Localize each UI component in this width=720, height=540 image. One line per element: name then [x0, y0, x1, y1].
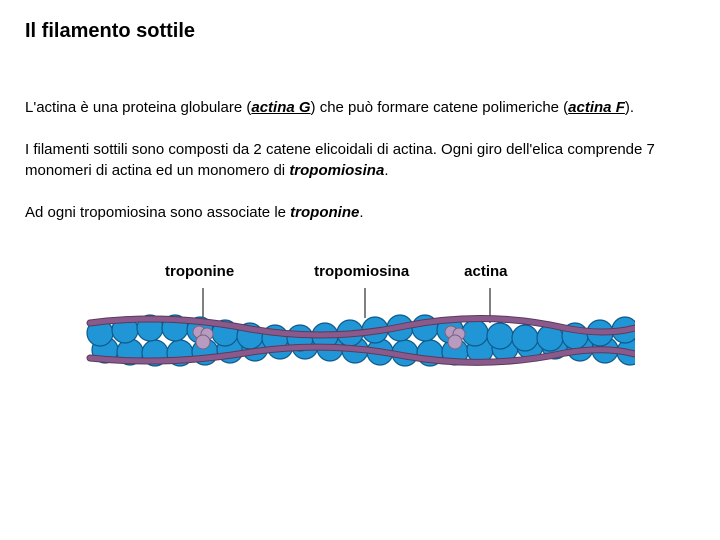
filament-svg	[85, 288, 635, 378]
p2-suffix: .	[384, 162, 388, 179]
label-actina: actina	[464, 263, 507, 280]
paragraph-2: I filamenti sottili sono composti da 2 c…	[25, 140, 695, 181]
p3-suffix: .	[359, 204, 363, 221]
p1-mid: ) che può formare catene polimeriche (	[311, 99, 569, 116]
label-tropomiosina: tropomiosina	[314, 263, 409, 280]
page-title: Il filamento sottile	[25, 20, 695, 43]
diagram-labels-row: troponine tropomiosina actina	[25, 263, 695, 280]
label-troponine: troponine	[165, 263, 234, 280]
p1-suffix: ).	[625, 99, 634, 116]
p3-term: troponine	[290, 204, 359, 221]
p3-prefix: Ad ogni tropomiosina sono associate le	[25, 204, 290, 221]
p1-term1: actina G	[251, 99, 310, 116]
paragraph-3: Ad ogni tropomiosina sono associate le t…	[25, 203, 695, 223]
p1-term2: actina F	[568, 99, 625, 116]
thin-filament-diagram	[85, 288, 635, 378]
paragraph-1: L'actina è una proteina globulare (actin…	[25, 98, 695, 118]
p2-term: tropomiosina	[289, 162, 384, 179]
p1-prefix: L'actina è una proteina globulare (	[25, 99, 251, 116]
